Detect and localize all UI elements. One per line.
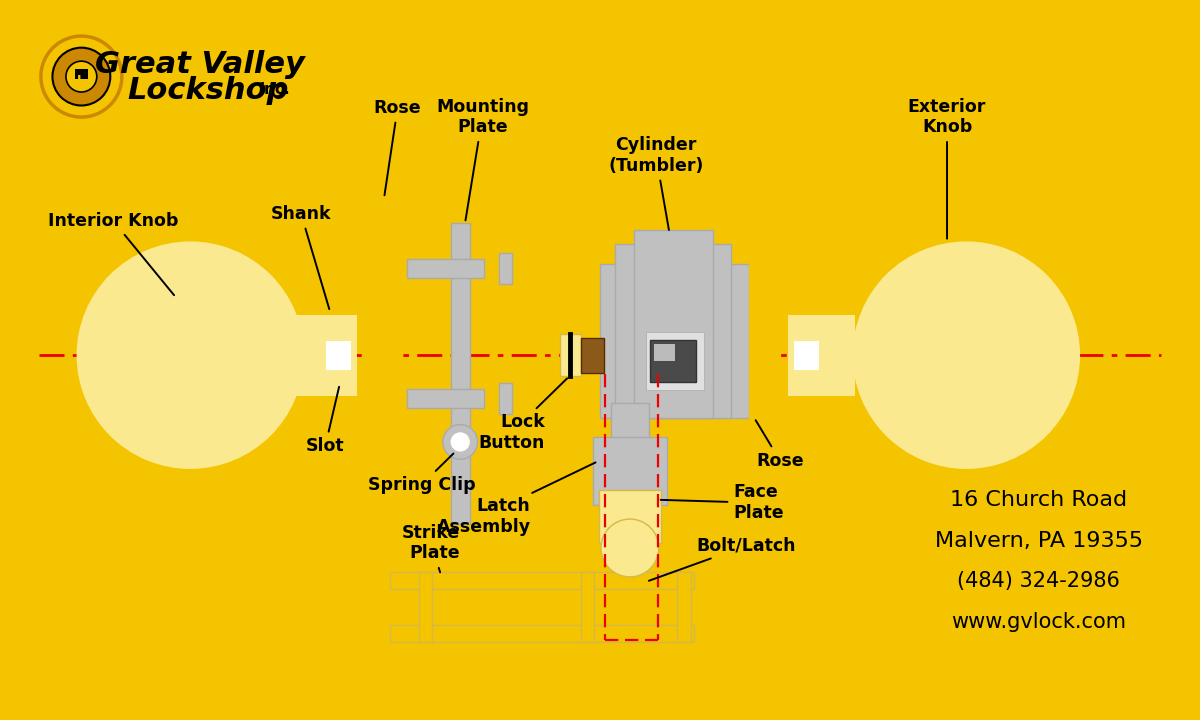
Bar bbox=[419, 625, 694, 642]
Text: Lockshop: Lockshop bbox=[127, 76, 288, 104]
Bar bbox=[677, 572, 691, 642]
Bar bbox=[577, 442, 671, 451]
Text: Rose: Rose bbox=[373, 99, 421, 195]
Text: Interior Knob: Interior Knob bbox=[48, 212, 179, 295]
Text: Great Valley: Great Valley bbox=[95, 50, 305, 78]
Text: Shank: Shank bbox=[271, 205, 331, 309]
Bar bbox=[499, 383, 512, 414]
Bar bbox=[407, 389, 485, 408]
Text: Exterior
Knob: Exterior Knob bbox=[908, 97, 986, 238]
Circle shape bbox=[66, 61, 97, 92]
Circle shape bbox=[601, 519, 659, 577]
Bar bbox=[750, 201, 776, 500]
Bar bbox=[600, 264, 750, 418]
Text: Mounting
Plate: Mounting Plate bbox=[436, 97, 529, 220]
Bar bbox=[593, 437, 666, 505]
Bar bbox=[419, 572, 432, 642]
Bar bbox=[419, 572, 694, 590]
Text: Rose: Rose bbox=[756, 420, 804, 469]
Text: Spring Clip: Spring Clip bbox=[368, 454, 475, 494]
Bar bbox=[390, 572, 424, 590]
Text: Slot: Slot bbox=[306, 387, 344, 455]
Circle shape bbox=[443, 425, 478, 459]
Bar bbox=[289, 315, 358, 396]
Bar bbox=[788, 315, 856, 396]
Bar bbox=[650, 340, 696, 382]
Text: Face
Plate: Face Plate bbox=[661, 483, 784, 522]
Bar bbox=[611, 403, 649, 451]
Bar bbox=[450, 223, 470, 524]
Circle shape bbox=[450, 432, 470, 451]
Bar bbox=[654, 343, 676, 361]
Text: inc.: inc. bbox=[260, 82, 290, 97]
Text: Strike
Plate: Strike Plate bbox=[402, 523, 461, 572]
Circle shape bbox=[53, 48, 110, 106]
Text: Bolt/Latch: Bolt/Latch bbox=[649, 536, 796, 581]
Text: www.gvlock.com: www.gvlock.com bbox=[952, 611, 1126, 631]
Text: 16 Church Road: 16 Church Road bbox=[950, 490, 1127, 510]
Bar bbox=[74, 69, 88, 78]
Text: (484) 324-2986: (484) 324-2986 bbox=[958, 571, 1120, 591]
Text: Latch
Assembly: Latch Assembly bbox=[437, 462, 595, 536]
Bar bbox=[616, 244, 731, 418]
Bar bbox=[581, 572, 594, 642]
Bar bbox=[499, 253, 512, 284]
Bar bbox=[577, 442, 590, 557]
Bar bbox=[581, 338, 604, 372]
Bar bbox=[570, 199, 588, 355]
Bar bbox=[634, 230, 713, 418]
Bar bbox=[326, 341, 352, 369]
Text: Lock
Button: Lock Button bbox=[479, 378, 568, 452]
Text: Cylinder
(Tumbler): Cylinder (Tumbler) bbox=[608, 136, 703, 230]
Bar bbox=[368, 198, 396, 505]
Text: L: L bbox=[77, 74, 85, 87]
Bar bbox=[793, 341, 818, 369]
Bar bbox=[599, 490, 661, 543]
Bar bbox=[656, 442, 671, 557]
Bar bbox=[647, 332, 704, 390]
Bar bbox=[365, 198, 400, 220]
Bar bbox=[407, 258, 485, 278]
Bar bbox=[577, 548, 671, 557]
Bar bbox=[745, 201, 780, 222]
Bar bbox=[559, 334, 581, 377]
Text: Malvern, PA 19355: Malvern, PA 19355 bbox=[935, 531, 1142, 551]
Bar bbox=[390, 625, 424, 642]
Circle shape bbox=[41, 36, 122, 117]
Circle shape bbox=[77, 241, 304, 469]
Circle shape bbox=[852, 241, 1080, 469]
